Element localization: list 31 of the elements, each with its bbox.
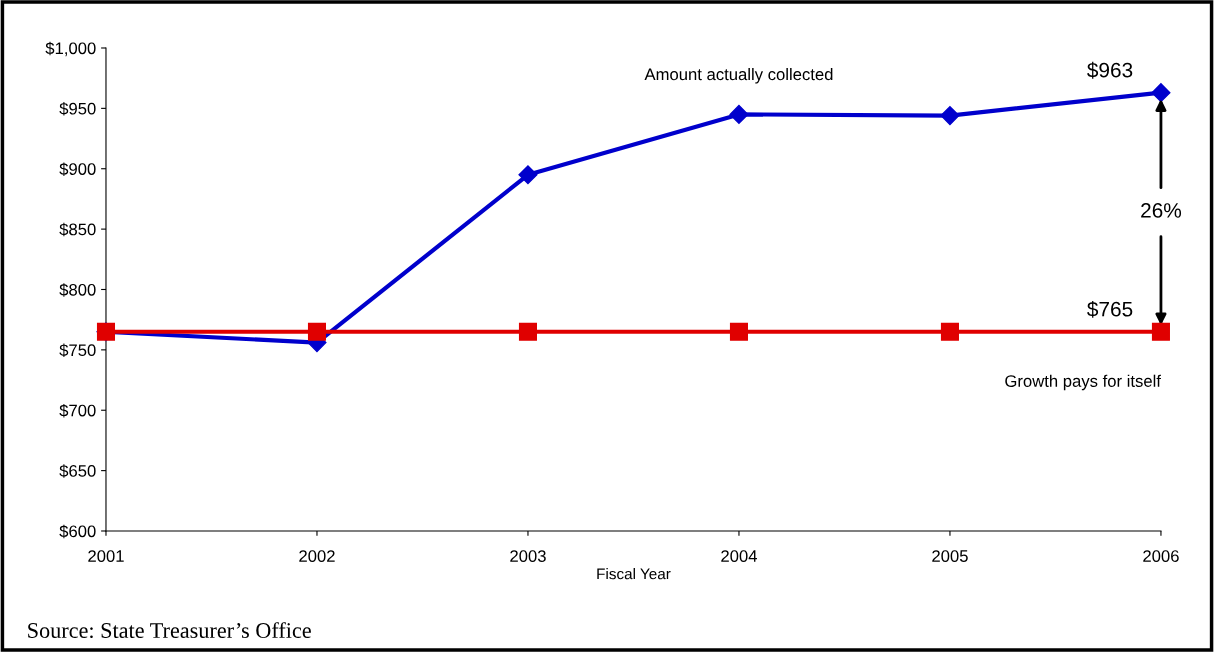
point <box>1151 83 1171 103</box>
x-tick-label: 2002 <box>299 550 335 562</box>
point <box>729 322 748 341</box>
point <box>518 322 537 341</box>
y-tick-label: $800 <box>59 283 96 297</box>
y-tick-label: $650 <box>59 464 96 478</box>
point <box>307 322 327 341</box>
point <box>940 322 959 341</box>
x-tick-label: 2005 <box>932 550 968 562</box>
x-tick-label: 2004 <box>721 550 758 562</box>
point <box>729 104 749 124</box>
point <box>518 165 538 185</box>
x-tick-label: 2003 <box>510 550 546 562</box>
point <box>940 106 960 126</box>
x-tick-label: 2001 <box>88 550 124 562</box>
annotation: 26% <box>1141 203 1182 218</box>
x-tick-label: 2006 <box>1143 550 1179 562</box>
y-tick-label: $950 <box>59 102 96 116</box>
text: Growth pays for itself <box>1005 374 1161 391</box>
y-tick-label: $700 <box>59 403 96 418</box>
series-label: Amount actually collected <box>644 67 833 84</box>
x-axis-title: Fiscal Year <box>597 568 671 580</box>
annotation: $765 <box>1087 300 1133 318</box>
y-tick-label: $1,000 <box>45 41 96 57</box>
y-tick-label: $850 <box>59 222 96 237</box>
source-note: Source: State Treasurer’s Office <box>28 622 311 639</box>
y-tick-label: $900 <box>59 162 96 176</box>
y-tick-label: $600 <box>59 524 96 539</box>
annotation: $963 <box>1087 61 1133 79</box>
y-tick-label: $750 <box>59 343 96 358</box>
point <box>1151 322 1170 341</box>
